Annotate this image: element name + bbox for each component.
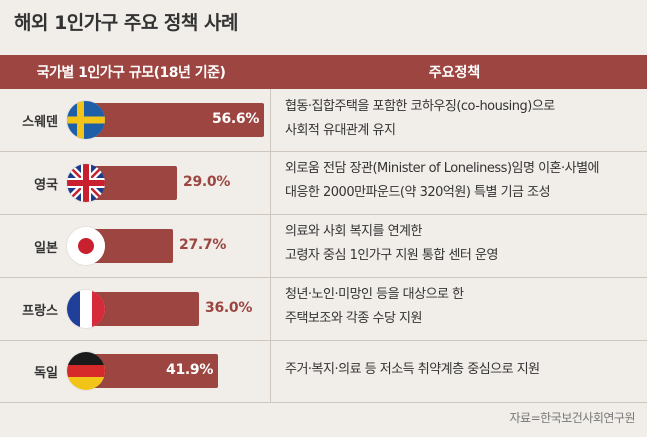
table-row: 스웨덴 56.6% 협동·집합주택을 포함한 코하우징(co-housing)으… — [0, 89, 647, 152]
japan-flag-icon — [67, 227, 105, 265]
source-note: 자료=한국보건사회연구원 — [509, 411, 636, 425]
sweden-flag-icon — [67, 101, 105, 139]
policy-line: 협동·집합주택을 포함한 코하우징(co-housing)으로 — [285, 99, 555, 114]
policy-line: 외로움 전담 장관(Minister of Loneliness)임명 이혼·사… — [285, 161, 600, 176]
policy-line: 의료와 사회 복지를 연계한 — [285, 224, 422, 239]
policy-line: 사회적 유대관계 유지 — [285, 123, 396, 138]
bar-sweden — [86, 103, 264, 137]
bar-germany — [86, 354, 218, 388]
policy-text: 협동·집합주택을 포함한 코하우징(co-housing)으로 사회적 유대관계… — [285, 95, 640, 143]
value-label: 27.7% — [179, 237, 227, 253]
country-label: 영국 — [34, 178, 58, 193]
header-policy: 주요정책 — [428, 65, 481, 81]
table-row: 프랑스 36.0% 청년·노인·미망인 등을 대상으로 한 주택보조와 각종 수… — [0, 277, 647, 341]
table-row: 독일 41.9% 주거·복지·의료 등 저소득 취약계층 중심으로 지원 — [0, 340, 647, 403]
column-divider — [270, 89, 271, 402]
header-country-size: 국가별 1인가구 규모(18년 기준) — [36, 65, 226, 81]
country-label: 프랑스 — [22, 304, 58, 319]
policy-text: 의료와 사회 복지를 연계한 고령자 중심 1인가구 지원 통합 센터 운영 — [285, 220, 640, 268]
uk-flag-icon — [67, 164, 105, 202]
policy-line: 주거·복지·의료 등 저소득 취약계층 중심으로 지원 — [285, 362, 540, 377]
page-title: 해외 1인가구 주요 정책 사례 — [14, 12, 238, 34]
france-flag-icon — [67, 290, 105, 328]
policy-text: 청년·노인·미망인 등을 대상으로 한 주택보조와 각종 수당 지원 — [285, 283, 640, 331]
country-label: 일본 — [34, 241, 58, 256]
policy-line: 대응한 2000만파운드(약 320억원) 특별 기금 조성 — [285, 185, 551, 200]
policy-line: 고령자 중심 1인가구 지원 통합 센터 운영 — [285, 248, 498, 263]
table-row: 영국 29.0% 외로움 전담 장관(Minister of Lonelines… — [0, 151, 647, 215]
policy-text: 주거·복지·의료 등 저소득 취약계층 중심으로 지원 — [285, 358, 640, 382]
policy-text: 외로움 전담 장관(Minister of Loneliness)임명 이혼·사… — [285, 157, 640, 205]
table-header: 국가별 1인가구 규모(18년 기준) 주요정책 — [0, 55, 647, 89]
value-label: 41.9% — [166, 362, 214, 378]
germany-flag-icon — [67, 352, 105, 390]
value-label: 29.0% — [183, 174, 231, 190]
table-row: 일본 27.7% 의료와 사회 복지를 연계한 고령자 중심 1인가구 지원 통… — [0, 214, 647, 278]
policy-line: 주택보조와 각종 수당 지원 — [285, 311, 422, 326]
country-label: 스웨덴 — [22, 115, 58, 130]
value-label: 56.6% — [212, 111, 260, 127]
country-label: 독일 — [34, 366, 58, 381]
value-label: 36.0% — [205, 300, 253, 316]
policy-line: 청년·노인·미망인 등을 대상으로 한 — [285, 287, 464, 302]
